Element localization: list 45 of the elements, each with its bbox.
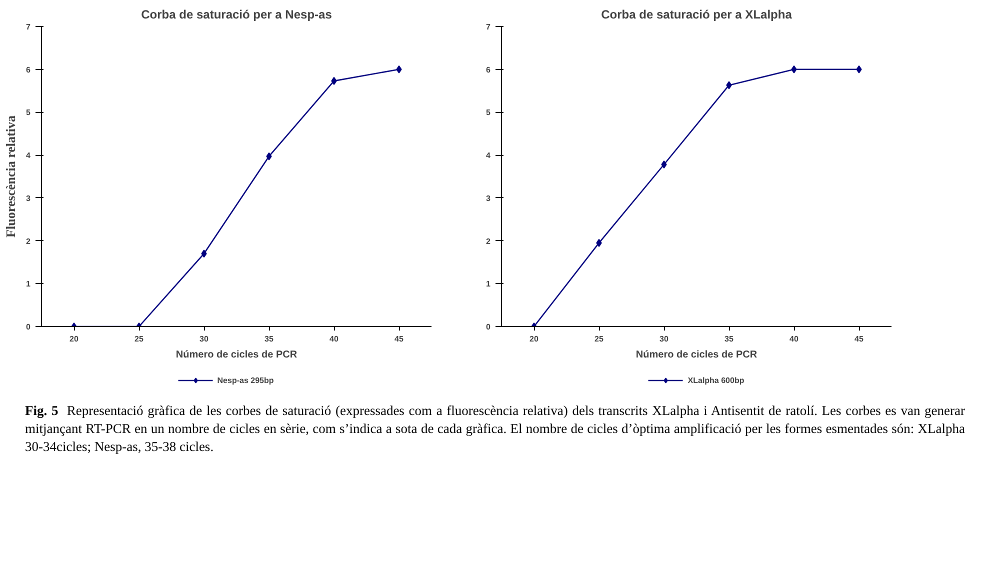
y-tick-label: 7	[486, 22, 492, 32]
point	[596, 238, 602, 247]
y-axis-title: Fluorescència relativa	[3, 115, 18, 238]
y-tick-label: 1	[486, 280, 492, 289]
y-tick-label: 2	[486, 236, 492, 246]
legend-label: XLalpha 600bp	[688, 374, 744, 386]
x-tick-label: 30	[660, 334, 669, 344]
x-tick-label: 45	[394, 334, 404, 344]
x-tick-label: 25	[134, 334, 144, 344]
y-tick-label: 5	[486, 108, 492, 118]
y-tick-label: 2	[26, 236, 32, 246]
y-tick-label: 4	[26, 151, 32, 160]
y-tick-label: 0	[486, 322, 492, 332]
y-tick-label: 6	[26, 65, 32, 74]
x-tick-label: 35	[264, 334, 274, 344]
y-tick-label: 7	[26, 22, 32, 32]
x-axis-title: Número de cicles de PCR	[636, 350, 758, 360]
y-tick-label: 3	[486, 194, 492, 203]
point	[201, 250, 207, 258]
point	[396, 65, 402, 74]
point	[331, 76, 337, 85]
chart-title: Corba de saturació per a XLalpha	[601, 8, 792, 22]
y-tick-label: 0	[26, 322, 32, 332]
y-tick-label: 4	[486, 151, 492, 160]
x-tick-label: 40	[790, 334, 799, 344]
x-tick-label: 20	[70, 334, 79, 344]
y-tick-label: 3	[26, 194, 32, 203]
y-tick-label: 6	[486, 65, 492, 74]
x-tick-label: 20	[530, 334, 539, 344]
chart-title: Corba de saturació per a Nesp-as	[141, 8, 332, 22]
x-axis-title: Número de cicles de PCR	[176, 350, 298, 360]
legend-label: Nesp-as 295bp	[217, 374, 274, 386]
caption: Fig. 5 Representació gràfica de les corbes de saturació (expressades com a fluorescència relativa) dels transcrits XLalpha i Antisentit de ratolí. Les corbes es van generar mitjançant RT-PCR en un nombre de cicles en sèrie, com s’indica a sota de cada gràfica. El nombre de cicles d’òptima amplificació per les formes esmentades són: XLalpha 30-34cicles; Nesp-as, 35-38 cicles.	[25, 402, 965, 456]
point	[856, 65, 862, 74]
point	[726, 81, 732, 90]
point	[661, 160, 667, 168]
point	[266, 152, 272, 160]
x-tick-label: 40	[330, 334, 339, 344]
x-tick-label: 45	[854, 334, 864, 344]
x-tick-label: 30	[200, 334, 209, 344]
y-tick-label: 5	[26, 108, 32, 118]
x-tick-label: 35	[724, 334, 734, 344]
x-tick-label: 25	[594, 334, 604, 344]
point	[791, 65, 797, 74]
y-tick-label: 1	[26, 280, 32, 289]
